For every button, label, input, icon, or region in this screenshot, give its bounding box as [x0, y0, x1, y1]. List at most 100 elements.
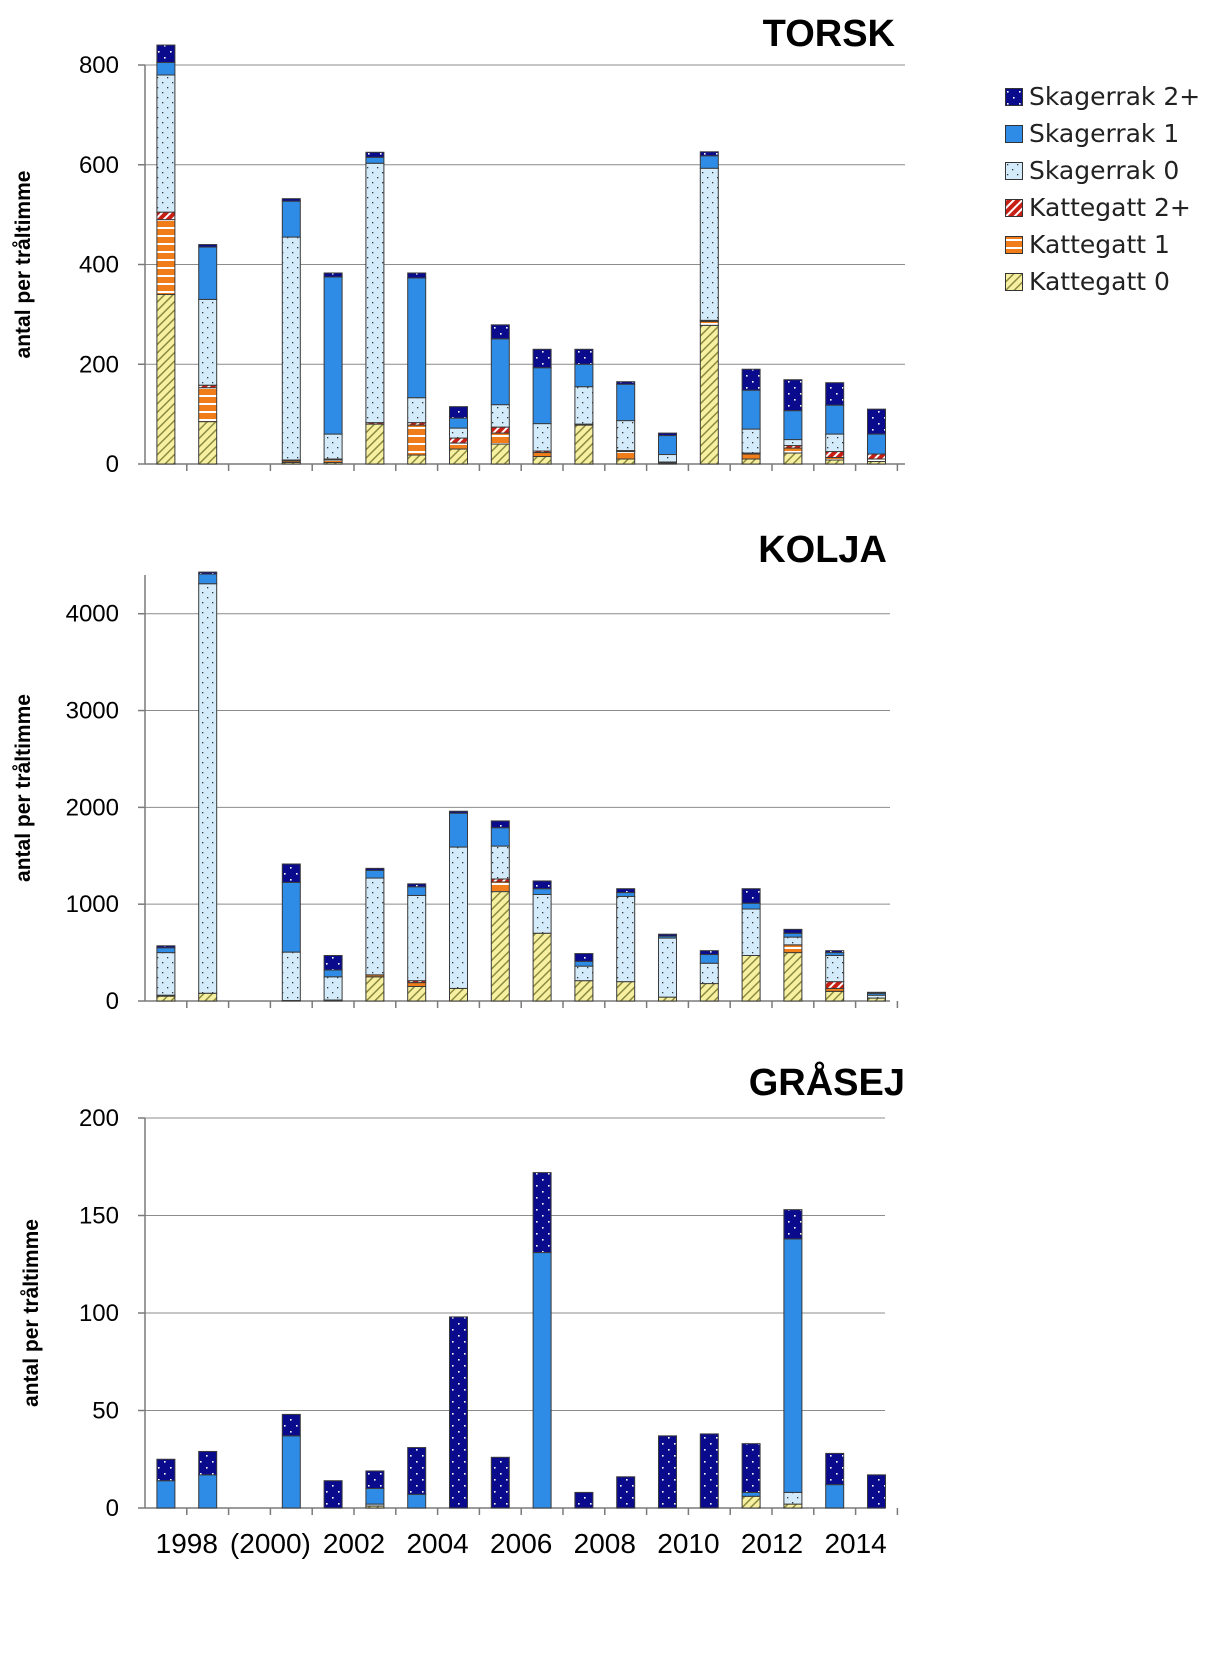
bar-segment-skagerrak-2-2011: [699, 1433, 719, 1509]
bar-segment-kattegatt-1-2007: [532, 452, 552, 458]
chart-title: TORSK: [763, 13, 896, 55]
bar-segment-skagerrak-0-1998: [156, 952, 176, 996]
bar-segment-skagerrak-2-2010: [658, 1435, 677, 1509]
bar-segment-kattegatt-0-2011: [699, 324, 719, 465]
bar-segment-skagerrak-1-2009: [616, 383, 636, 422]
legend-swatch: [1005, 124, 1023, 143]
x-tick-label: 2010: [657, 1528, 719, 1559]
x-tick-label: 2012: [741, 1528, 803, 1559]
bar-segment-skagerrak-0-2005: [449, 427, 468, 439]
bar-segment-skagerrak-1-2013: [783, 1238, 803, 1493]
bar-segment-skagerrak-1-1999: [198, 573, 218, 585]
bar-segment-skagerrak-2-2005: [449, 810, 468, 814]
bar-segment-kattegatt-0-1999: [198, 421, 218, 465]
x-tick-label: 2008: [574, 1528, 636, 1559]
bar-segment-skagerrak-0-2001: [281, 951, 301, 1002]
bar-segment-skagerrak-0-2009: [616, 895, 636, 983]
bar-segment-kattegatt-0-2014: [825, 459, 845, 465]
bar-segment-kattegatt-0-2005: [449, 987, 468, 1002]
chart-title: KOLJA: [758, 529, 887, 571]
y-tick-label: 0: [106, 1495, 119, 1522]
bar-segment-kattegatt-0-2013: [783, 1503, 803, 1509]
bar-segment-skagerrak-0-2004: [407, 397, 427, 424]
bar-segment-kattegatt-0-2012: [741, 954, 761, 1002]
y-axis-label: antal per tråltimme: [20, 1219, 43, 1407]
bar-segment-kattegatt-0-2006: [490, 443, 510, 465]
chart-title: GRÅSEJ: [749, 1060, 905, 1104]
bar-segment-kattegatt-0-2006: [490, 891, 510, 1002]
legend-label: Kattegatt 2+: [1029, 193, 1191, 222]
bar-segment-skagerrak-2-2009: [616, 1476, 636, 1509]
bar-segment-skagerrak-1-2007: [532, 1252, 552, 1509]
bar-segment-skagerrak-0-2007: [532, 423, 552, 452]
bar-segment-skagerrak-1-2002: [323, 276, 343, 435]
bar-segment-skagerrak-1-2010: [658, 435, 677, 456]
chart-panel-gr-sej: 0 50 100 150 200 GRÅSEJ antal per tråltimme 199…: [20, 1060, 905, 1559]
bar-segment-skagerrak-2-1999: [198, 571, 218, 575]
bar-segment-kattegatt-1-2009: [616, 451, 636, 460]
y-tick-label: 200: [79, 1105, 119, 1132]
bar-segment-kattegatt-0-2010: [658, 996, 677, 1002]
bar-segment-skagerrak-1-2009: [616, 892, 636, 897]
legend-item-kattegatt-1: Kattegatt 1: [1005, 226, 1220, 263]
bar-segment-skagerrak-1-2003: [365, 1488, 385, 1505]
legend-item-skagerrak-1: Skagerrak 1: [1005, 115, 1220, 152]
bar-segment-skagerrak-2-2005: [449, 1316, 468, 1509]
bar-segment-skagerrak-1-2014: [825, 1484, 845, 1509]
x-tick-label: 2004: [406, 1528, 468, 1559]
bar-segment-skagerrak-1-2007: [532, 888, 552, 896]
bar-segment-skagerrak-1-2012: [741, 902, 761, 910]
bar-segment-kattegatt-1-1999: [198, 387, 218, 423]
legend-label: Kattegatt 1: [1029, 230, 1170, 259]
bar-segment-skagerrak-1-2015: [867, 433, 886, 455]
bar-segment-skagerrak-0-2010: [658, 454, 677, 463]
y-tick-label: 50: [92, 1398, 119, 1425]
legend-swatch: [1005, 235, 1023, 254]
bar-segment-skagerrak-1-2003: [365, 869, 385, 879]
bar-segment-skagerrak-2-2004: [407, 1447, 427, 1495]
bar-segment-skagerrak-0-1999: [198, 583, 218, 994]
bar-segment-kattegatt-0-2005: [449, 448, 468, 465]
bar-segment-skagerrak-0-2003: [365, 877, 385, 976]
chart-panel-torsk: 0 200 400 600 800 TORSK antal per tråltimme: [12, 13, 905, 478]
bar-segment-skagerrak-0-2012: [741, 428, 761, 454]
bar-segment-kattegatt-0-2013: [783, 952, 803, 1002]
x-tick-label: 2014: [824, 1528, 886, 1559]
bar-segment-skagerrak-2-2005: [449, 406, 468, 419]
bar-segment-skagerrak-1-1998: [156, 947, 176, 954]
bar-segment-kattegatt-0-2004: [407, 985, 427, 1002]
bar-segment-skagerrak-2-2012: [741, 368, 761, 391]
bar-segment-kattegatt-0-2013: [783, 452, 803, 465]
bar-segment-kattegatt-2-2006: [490, 426, 510, 434]
x-tick-label: 2002: [323, 1528, 385, 1559]
y-tick-label: 150: [79, 1203, 119, 1230]
bar-segment-kattegatt-1-2006: [490, 881, 510, 893]
y-tick-label: 0: [106, 988, 119, 1015]
bar-segment-skagerrak-2-2006: [490, 820, 510, 829]
bar-segment-kattegatt-0-2011: [699, 983, 719, 1002]
x-tick-label: 2006: [490, 1528, 552, 1559]
bar-segment-kattegatt-0-2007: [532, 456, 552, 465]
bar-segment-skagerrak-2-2014: [825, 382, 845, 406]
bar-segment-skagerrak-2-2010: [658, 432, 677, 437]
legend-swatch: [1005, 198, 1023, 217]
x-tick-label: 1998: [156, 1528, 218, 1559]
bar-segment-kattegatt-1-1998: [156, 219, 176, 295]
bar-segment-skagerrak-0-2011: [699, 167, 719, 321]
y-tick-label: 400: [79, 252, 119, 279]
bar-segment-skagerrak-1-2011: [699, 155, 719, 169]
bar-segment-skagerrak-2-2010: [658, 933, 677, 937]
bar-segment-skagerrak-0-2007: [532, 894, 552, 934]
bar-segment-kattegatt-0-1998: [156, 995, 176, 1002]
bar-segment-skagerrak-2-2013: [783, 928, 803, 934]
bar-segment-skagerrak-0-2010: [658, 937, 677, 998]
bar-segment-kattegatt-0-2003: [365, 423, 385, 465]
y-tick-label: 4000: [66, 601, 119, 628]
bar-segment-kattegatt-1-2011: [699, 320, 719, 326]
bar-segment-skagerrak-2-2004: [407, 272, 427, 279]
bar-segment-kattegatt-1-2004: [407, 982, 427, 987]
legend-item-kattegatt-0: Kattegatt 0: [1005, 263, 1220, 300]
bar-segment-skagerrak-2-2015: [867, 991, 886, 994]
bar-segment-skagerrak-0-2001: [281, 236, 301, 461]
bar-segment-skagerrak-0-2006: [490, 404, 510, 428]
